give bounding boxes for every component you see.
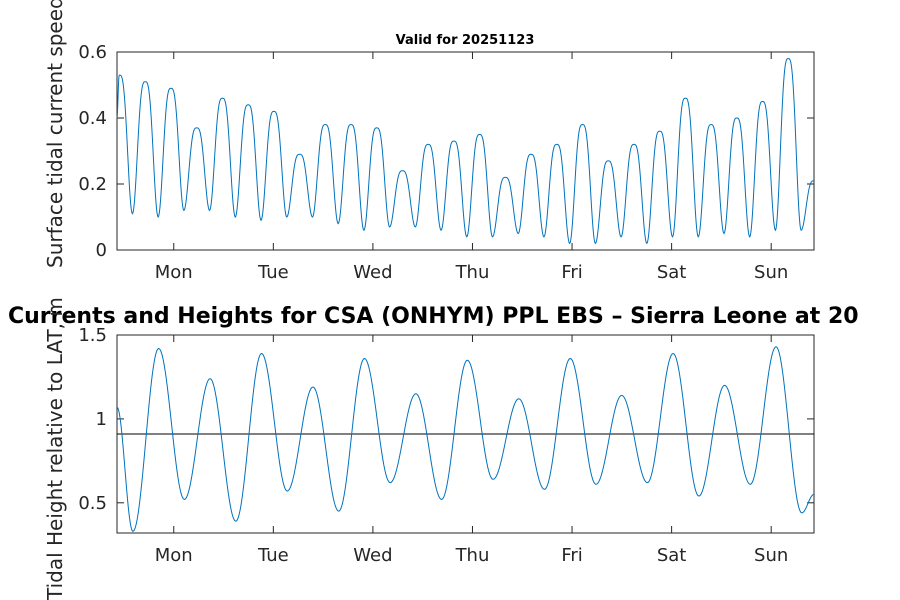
speed-x-tick-label-sun: Sun: [754, 262, 788, 283]
tidal-height-y-axis-label: Tidal Height relative to LAT, m: [43, 297, 67, 600]
tidal-height-series-line: [116, 346, 815, 532]
height-x-tick-label-thu: Thu: [455, 545, 490, 566]
height-y-tick-label: 1: [96, 409, 107, 430]
tidal-height-axes: 0.5 1 1.5 Mon Tue Wed Thu Fri Sat Sun: [78, 325, 815, 566]
current-speed-axes: 0 0.2 0.4 0.6 Mon Tue Wed Thu Fri Sat Sun: [78, 42, 815, 283]
height-x-tick-label-sat: Sat: [657, 545, 687, 566]
speed-x-tick-label-fri: Fri: [561, 262, 582, 283]
height-x-tick-label-sun: Sun: [754, 545, 788, 566]
height-y-tick-label: 1.5: [78, 325, 107, 346]
speed-y-tick-label: 0.6: [78, 42, 107, 63]
main-chart-title: Currents and Heights for CSA (ONHYM) PPL…: [8, 304, 859, 329]
current-speed-chart-title: Valid for 20251123: [396, 33, 535, 48]
height-x-tick-label-fri: Fri: [561, 545, 582, 566]
speed-y-tick-label: 0.4: [78, 108, 107, 129]
speed-y-tick-label: 0: [96, 240, 107, 261]
height-x-tick-label-mon: Mon: [155, 545, 193, 566]
current-speed-y-axis-label: Surface tidal current speed, knots: [43, 0, 67, 268]
speed-x-tick-label-thu: Thu: [455, 262, 490, 283]
speed-x-tick-label-wed: Wed: [353, 262, 392, 283]
height-y-tick-label: 0.5: [78, 493, 107, 514]
speed-x-tick-label-sat: Sat: [657, 262, 687, 283]
speed-y-tick-label: 0.2: [78, 174, 107, 195]
current-speed-series-line: [116, 58, 815, 245]
current-speed-plot-area: [116, 51, 815, 251]
height-x-tick-label-wed: Wed: [353, 545, 392, 566]
speed-x-tick-label-tue: Tue: [257, 262, 289, 283]
speed-x-tick-label-mon: Mon: [155, 262, 193, 283]
height-x-tick-label-tue: Tue: [257, 545, 289, 566]
